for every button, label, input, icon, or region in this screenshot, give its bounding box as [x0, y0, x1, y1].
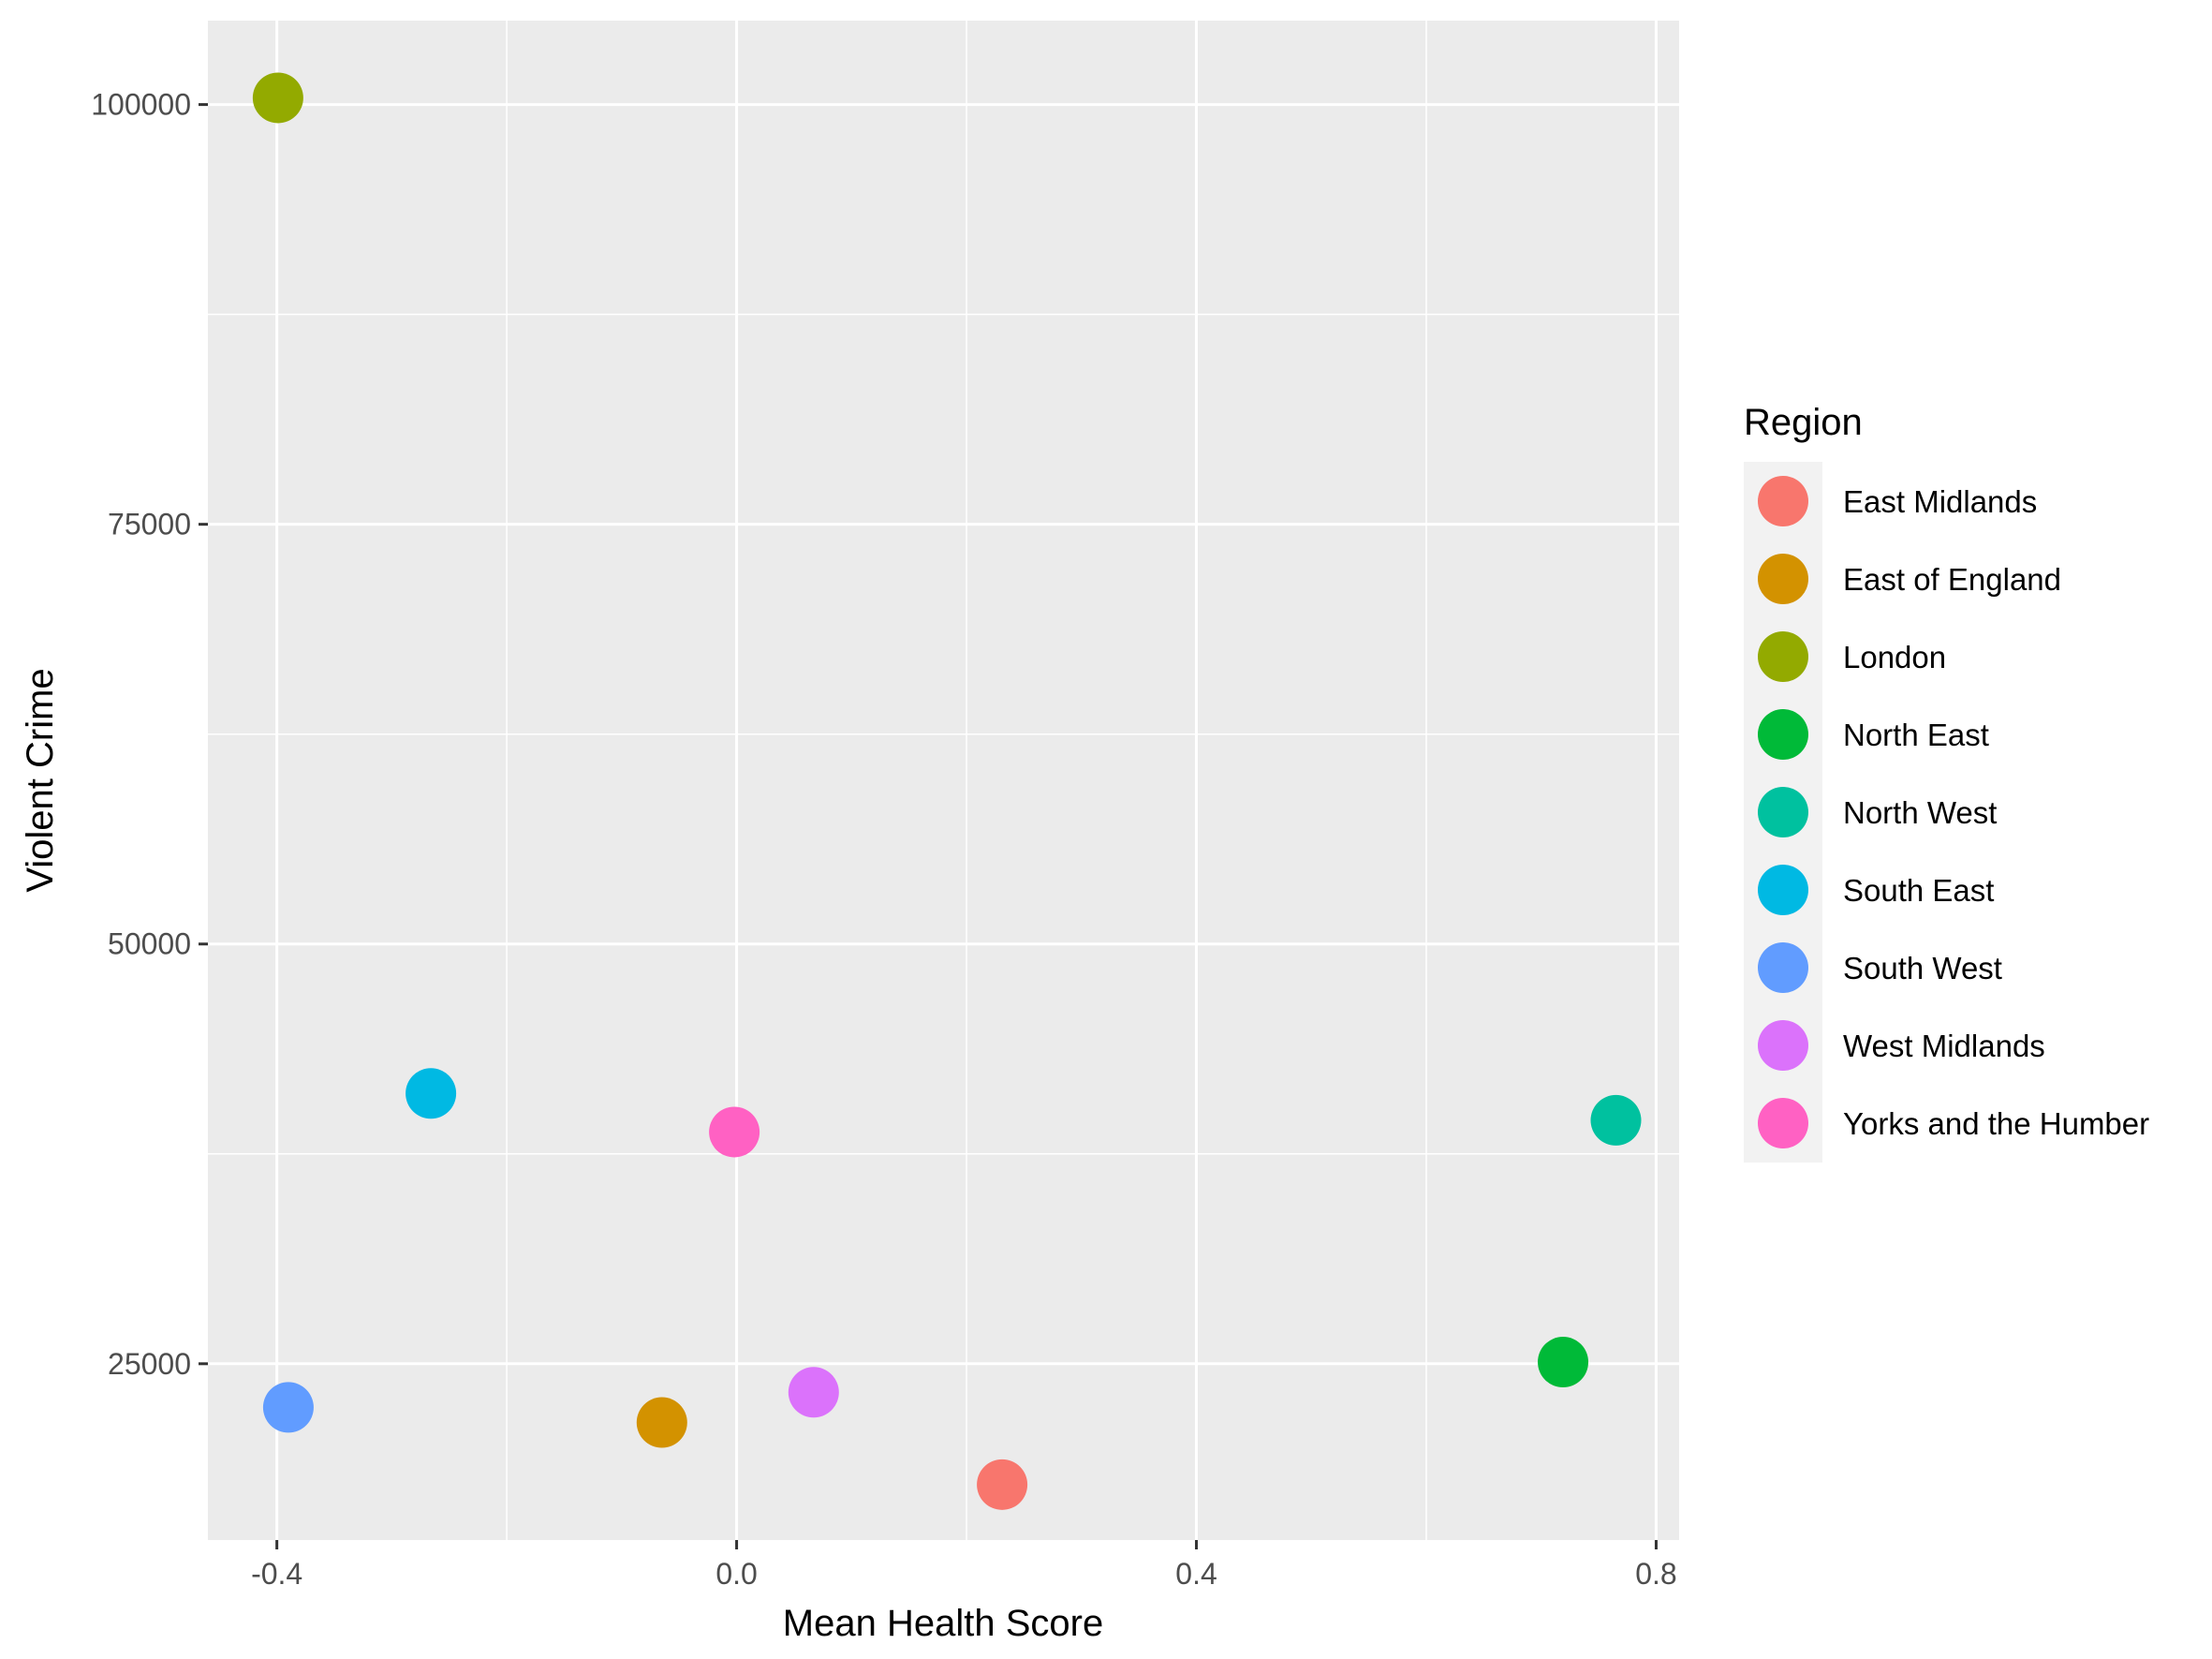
legend-title: Region [1744, 402, 1863, 443]
legend-label: West Midlands [1843, 1029, 2045, 1063]
data-point [262, 1382, 314, 1433]
y-tick-label: 25000 [108, 1347, 191, 1381]
data-point [788, 1367, 839, 1418]
legend-label: South West [1843, 951, 2002, 985]
y-axis: 25000 50000 75000 100000 [91, 88, 208, 1381]
x-tick-label: 0.4 [1175, 1557, 1217, 1591]
legend: Region East Midlands East of England Londo… [1744, 402, 2149, 1163]
legend-label: Yorks and the Humber [1843, 1106, 2149, 1141]
legend-label: North East [1843, 718, 1989, 752]
x-axis: -0.4 0.0 0.4 0.8 [251, 1540, 1677, 1591]
legend-key [1758, 709, 1808, 760]
legend-label: London [1843, 640, 1946, 674]
legend-label: South East [1843, 873, 1994, 908]
legend-label: East of England [1843, 562, 2061, 597]
legend-key [1758, 942, 1808, 993]
legend-key [1758, 1098, 1808, 1148]
x-tick-label: 0.0 [715, 1557, 757, 1591]
y-axis-title: Violent Crime [20, 668, 61, 892]
legend-key [1758, 865, 1808, 915]
y-tick-label: 50000 [108, 927, 191, 961]
legend-label: North West [1843, 795, 1997, 830]
legend-key [1758, 787, 1808, 837]
data-point [252, 72, 303, 124]
legend-items: East Midlands East of England London North … [1758, 476, 2149, 1148]
data-point [636, 1397, 687, 1448]
data-point [1590, 1094, 1642, 1146]
major-grid [208, 21, 1679, 1540]
data-point [1538, 1337, 1589, 1388]
data-point [709, 1106, 760, 1158]
minor-grid [208, 21, 1679, 1540]
y-tick-label: 100000 [91, 88, 191, 122]
x-tick-label: -0.4 [251, 1557, 302, 1591]
panel-background [208, 21, 1679, 1540]
legend-key [1758, 1020, 1808, 1071]
data-points [252, 72, 1642, 1510]
x-axis-title: Mean Health Score [783, 1603, 1103, 1644]
legend-key [1758, 631, 1808, 682]
y-tick-label: 75000 [108, 508, 191, 541]
data-point [406, 1068, 457, 1119]
legend-key [1758, 554, 1808, 604]
x-tick-label: 0.8 [1635, 1557, 1676, 1591]
data-point [977, 1459, 1028, 1510]
legend-label: East Midlands [1843, 484, 2037, 519]
legend-key [1758, 476, 1808, 526]
